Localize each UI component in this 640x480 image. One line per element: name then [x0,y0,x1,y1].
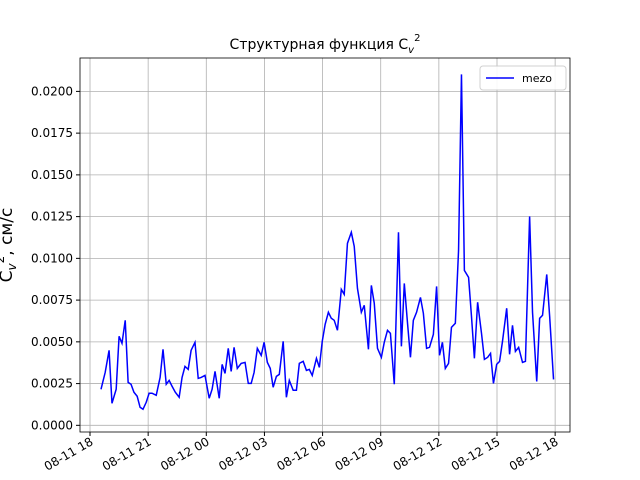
ylabel-sub: v [5,262,19,270]
y-axis-label: Cv2, см/с [0,208,19,283]
legend: mezo [479,65,567,91]
ylabel-sup: 2 [0,256,7,264]
chart-title: Структурная функция Cv2 [230,33,421,56]
title-sup: 2 [414,33,420,44]
y-tick-label: 0.0000 [31,418,73,432]
y-tick-label: 0.0150 [31,168,73,182]
legend-label: mezo [522,72,552,85]
y-tick-label: 0.0025 [31,377,73,391]
y-tick-label: 0.0200 [31,84,73,98]
y-tick-label: 0.0075 [31,293,73,307]
y-tick-label: 0.0125 [31,210,73,224]
y-tick-label: 0.0050 [31,335,73,349]
ylabel-main: C [0,270,17,282]
y-tick-label: 0.0100 [31,251,73,265]
plot-frame [79,57,571,433]
legend-box [479,65,567,91]
data-line [100,74,555,411]
title-sub: v [408,45,415,56]
y-tick-label: 0.0175 [31,126,73,140]
ylabel-unit: , см/с [0,208,17,256]
title-main: Структурная функция C [230,37,409,53]
